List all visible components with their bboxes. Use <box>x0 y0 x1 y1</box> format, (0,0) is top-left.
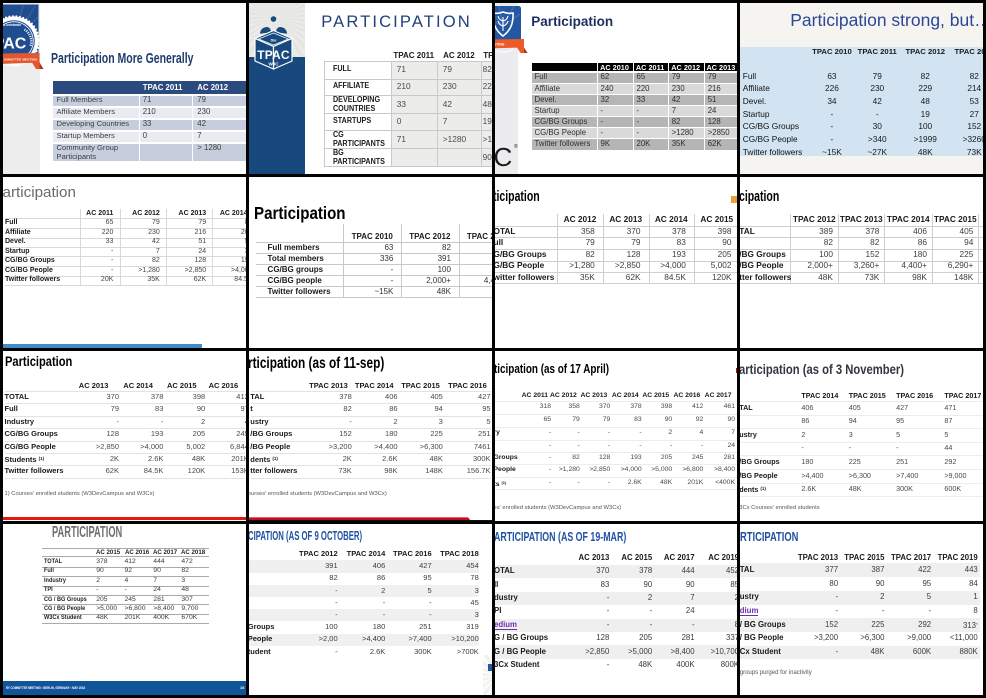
svg-text:OMMITTEE MEETING: OMMITTEE MEETING <box>4 57 38 61</box>
svg-text:the: the <box>270 38 277 43</box>
svg-text:MEETING: MEETING <box>495 43 505 47</box>
svg-text:TPAC: TPAC <box>257 48 290 62</box>
svg-text:PAC: PAC <box>3 36 27 53</box>
svg-text:w3c-celebrate: w3c-celebrate <box>3 23 21 27</box>
svg-text:W3C: W3C <box>268 62 279 67</box>
